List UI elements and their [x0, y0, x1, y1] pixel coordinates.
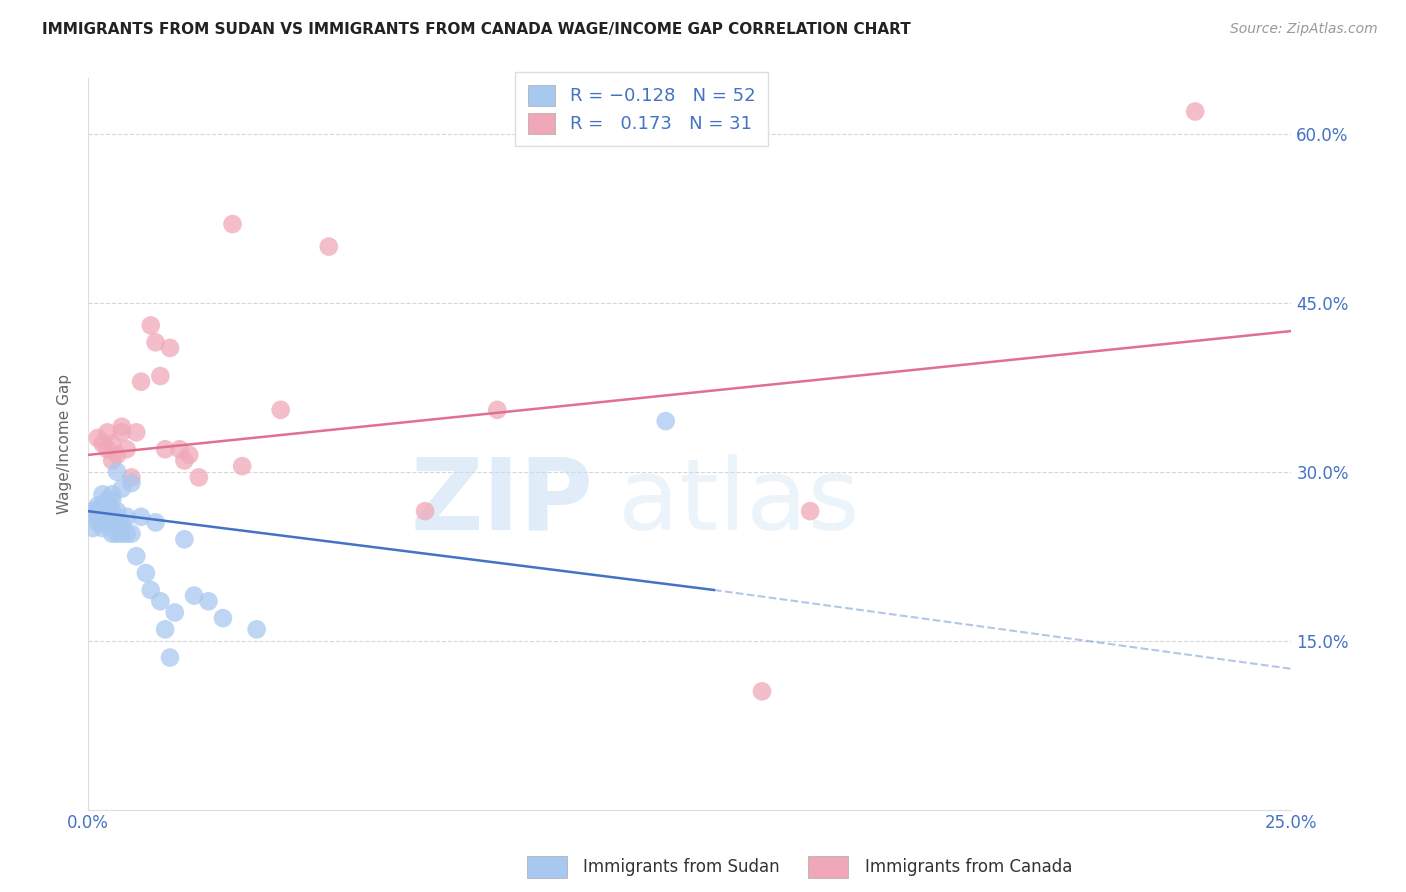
- Point: [413, 504, 436, 518]
- Point: [139, 582, 162, 597]
- Point: [87, 504, 110, 518]
- Point: [173, 453, 195, 467]
- Point: [87, 431, 110, 445]
- Point: [91, 504, 114, 518]
- Point: [121, 470, 143, 484]
- Point: [96, 425, 118, 440]
- Point: [91, 516, 114, 530]
- Point: [91, 521, 114, 535]
- Point: [125, 549, 148, 564]
- Point: [111, 419, 134, 434]
- Point: [318, 239, 340, 253]
- Point: [87, 499, 110, 513]
- Point: [96, 516, 118, 530]
- Point: [212, 611, 235, 625]
- Point: [101, 453, 124, 467]
- Point: [270, 402, 292, 417]
- Point: [231, 459, 253, 474]
- Point: [145, 335, 167, 350]
- Point: [159, 650, 181, 665]
- Point: [149, 594, 172, 608]
- Point: [101, 436, 124, 450]
- Text: Immigrants from Canada: Immigrants from Canada: [865, 858, 1071, 876]
- Point: [105, 526, 128, 541]
- Point: [751, 684, 773, 698]
- Point: [129, 375, 152, 389]
- Point: [91, 436, 114, 450]
- Text: Source: ZipAtlas.com: Source: ZipAtlas.com: [1230, 22, 1378, 37]
- Point: [169, 442, 191, 457]
- Point: [1184, 104, 1206, 119]
- Point: [187, 470, 209, 484]
- Point: [179, 448, 201, 462]
- Point: [105, 448, 128, 462]
- Point: [145, 516, 167, 530]
- Point: [115, 509, 138, 524]
- Point: [82, 521, 104, 535]
- Point: [105, 516, 128, 530]
- Point: [87, 509, 110, 524]
- Text: ZIP: ZIP: [411, 454, 593, 550]
- Point: [135, 566, 157, 580]
- Text: IMMIGRANTS FROM SUDAN VS IMMIGRANTS FROM CANADA WAGE/INCOME GAP CORRELATION CHAR: IMMIGRANTS FROM SUDAN VS IMMIGRANTS FROM…: [42, 22, 911, 37]
- Point: [96, 509, 118, 524]
- Point: [91, 499, 114, 513]
- Point: [129, 509, 152, 524]
- Point: [153, 442, 176, 457]
- Point: [91, 499, 114, 513]
- Point: [221, 217, 243, 231]
- Text: Immigrants from Sudan: Immigrants from Sudan: [583, 858, 780, 876]
- Point: [115, 442, 138, 457]
- Point: [486, 402, 509, 417]
- Point: [91, 509, 114, 524]
- Point: [87, 516, 110, 530]
- Point: [105, 465, 128, 479]
- Point: [101, 487, 124, 501]
- Point: [159, 341, 181, 355]
- Point: [125, 425, 148, 440]
- Point: [246, 623, 269, 637]
- Point: [115, 526, 138, 541]
- Text: atlas: atlas: [617, 454, 859, 550]
- Point: [163, 606, 186, 620]
- Y-axis label: Wage/Income Gap: Wage/Income Gap: [58, 374, 72, 514]
- Point: [111, 516, 134, 530]
- Point: [153, 623, 176, 637]
- Point: [96, 499, 118, 513]
- Point: [101, 526, 124, 541]
- Legend: R = −0.128   N = 52, R =   0.173   N = 31: R = −0.128 N = 52, R = 0.173 N = 31: [516, 72, 768, 146]
- Point: [101, 509, 124, 524]
- Point: [101, 492, 124, 507]
- Point: [105, 504, 128, 518]
- Point: [91, 487, 114, 501]
- Point: [96, 509, 118, 524]
- Point: [799, 504, 821, 518]
- Point: [197, 594, 219, 608]
- Point: [654, 414, 676, 428]
- Point: [111, 526, 134, 541]
- Point: [91, 509, 114, 524]
- Point: [101, 516, 124, 530]
- Point: [139, 318, 162, 333]
- Point: [101, 504, 124, 518]
- Point: [96, 492, 118, 507]
- Point: [82, 504, 104, 518]
- Point: [183, 589, 205, 603]
- Point: [111, 425, 134, 440]
- Point: [173, 533, 195, 547]
- Point: [96, 504, 118, 518]
- Point: [96, 442, 118, 457]
- Point: [111, 482, 134, 496]
- Point: [121, 526, 143, 541]
- Point: [149, 369, 172, 384]
- Point: [121, 476, 143, 491]
